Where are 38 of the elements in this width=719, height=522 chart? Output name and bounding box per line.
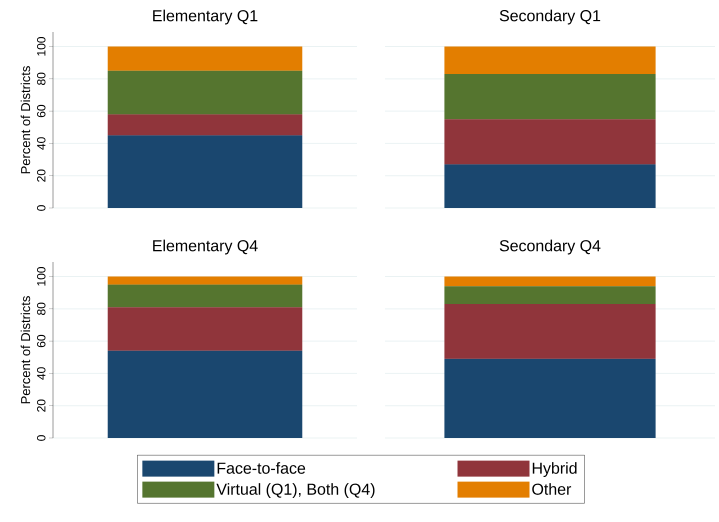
y-tick-label: 80: [37, 302, 46, 315]
y-axis-title: Percent of Districts: [20, 296, 30, 404]
y-tick-label: 40: [37, 137, 46, 150]
chart-title: Elementary Q1: [153, 10, 258, 25]
legend-label: Virtual (Q1), Both (Q4): [216, 483, 374, 498]
bar: [444, 119, 656, 164]
legend-label: Other: [532, 483, 572, 495]
y-axis-title: Percent of Districts: [20, 66, 30, 174]
y-tick-label: 0: [37, 205, 46, 211]
y-tick-label: 0: [37, 435, 46, 441]
bar: [444, 46, 656, 74]
bar: [444, 304, 656, 359]
bar: [108, 114, 302, 136]
chart-title: Elementary Q4: [153, 240, 258, 255]
bar: [444, 286, 656, 304]
y-tick-label: 40: [37, 367, 46, 380]
chart-title: Secondary Q4: [500, 240, 600, 255]
bar: [108, 350, 302, 438]
bar: [108, 135, 302, 208]
bar: [108, 46, 302, 71]
y-tick-label: 60: [37, 334, 46, 348]
legend-label: Face-to-face: [218, 462, 306, 474]
y-tick-label: 100: [37, 267, 46, 286]
bar: [108, 276, 302, 285]
bar: [444, 358, 656, 438]
bar: [108, 70, 302, 114]
bar: [108, 307, 302, 351]
bar: [444, 164, 656, 208]
bar: [444, 74, 656, 120]
bar: [444, 276, 656, 286]
legend-label: Hybrid: [532, 462, 577, 477]
y-tick-label: 100: [37, 37, 46, 56]
chart-title: Secondary Q1: [500, 10, 600, 24]
bar: [108, 284, 302, 308]
y-tick-label: 60: [37, 104, 46, 118]
y-tick-label: 20: [37, 170, 46, 182]
y-tick-label: 80: [37, 72, 46, 85]
y-tick-label: 20: [37, 400, 46, 412]
